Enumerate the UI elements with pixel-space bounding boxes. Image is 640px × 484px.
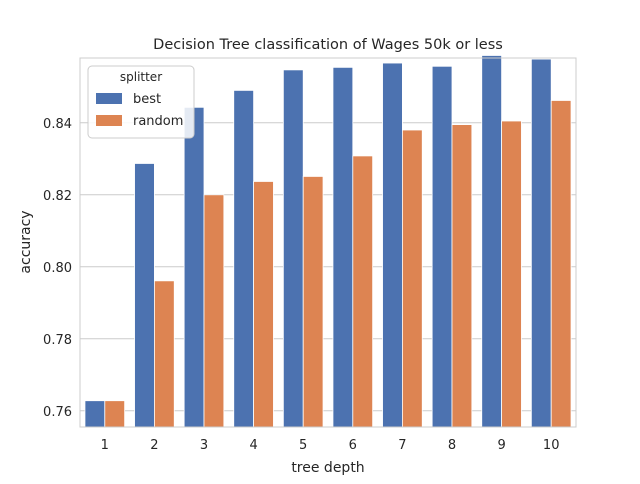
x-tick-labels: 1 2 3 4 5 6 7 8 9 10 — [101, 438, 560, 453]
bar-best-3 — [183, 106, 205, 428]
x-tick-label: 4 — [249, 438, 257, 453]
x-tick-label: 5 — [299, 438, 307, 453]
x-tick-label: 9 — [497, 438, 505, 453]
x-tick-label: 3 — [200, 438, 208, 453]
legend-swatch-random — [96, 115, 122, 126]
bar-best-8 — [431, 65, 453, 428]
bar-random-3 — [203, 194, 225, 428]
legend-title: splitter — [120, 70, 162, 84]
legend-label-random: random — [133, 114, 183, 129]
y-tick-label: 0.82 — [43, 189, 72, 204]
x-tick-label: 10 — [543, 438, 560, 453]
plot-frame — [79, 57, 577, 428]
x-tick-label: 7 — [398, 438, 406, 453]
bar-best-5 — [282, 69, 304, 428]
bar-best-6 — [332, 66, 354, 428]
y-tick-label: 0.80 — [43, 261, 72, 276]
chart-title: Decision Tree classification of Wages 50… — [153, 37, 503, 53]
bar-best-2 — [134, 163, 155, 428]
legend-label-best: best — [133, 92, 161, 107]
y-tick-label: 0.76 — [43, 405, 72, 420]
y-tick-label: 0.84 — [43, 117, 72, 132]
y-axis-label: accuracy — [18, 210, 34, 273]
bar-best-1 — [84, 400, 106, 428]
bar-best-7 — [382, 62, 403, 428]
bar-random-4 — [253, 181, 274, 428]
y-tick-label: 0.78 — [43, 333, 72, 348]
y-tick-labels: 0.76 0.78 0.80 0.82 0.84 — [43, 117, 72, 420]
bar-random-6 — [352, 155, 374, 428]
legend-swatch-best — [96, 93, 122, 104]
x-axis-label: tree depth — [291, 460, 364, 476]
bar-random-1 — [104, 400, 126, 428]
x-tick-label: 8 — [448, 438, 456, 453]
x-tick-label: 6 — [349, 438, 357, 453]
legend-items: best random — [96, 92, 183, 129]
x-tick-label: 2 — [150, 438, 158, 453]
bar-random-7 — [401, 129, 423, 428]
bar-random-9 — [501, 120, 522, 428]
bar-best-10 — [530, 58, 552, 428]
bar-random-10 — [550, 100, 572, 428]
bar-random-5 — [302, 176, 324, 428]
bars — [84, 55, 572, 428]
legend: splitter best random — [87, 65, 195, 139]
bar-best-4 — [233, 90, 254, 428]
bar-best-9 — [481, 55, 503, 428]
x-tick-label: 1 — [101, 438, 109, 453]
bar-random-2 — [153, 280, 175, 428]
bar-random-8 — [451, 124, 473, 428]
